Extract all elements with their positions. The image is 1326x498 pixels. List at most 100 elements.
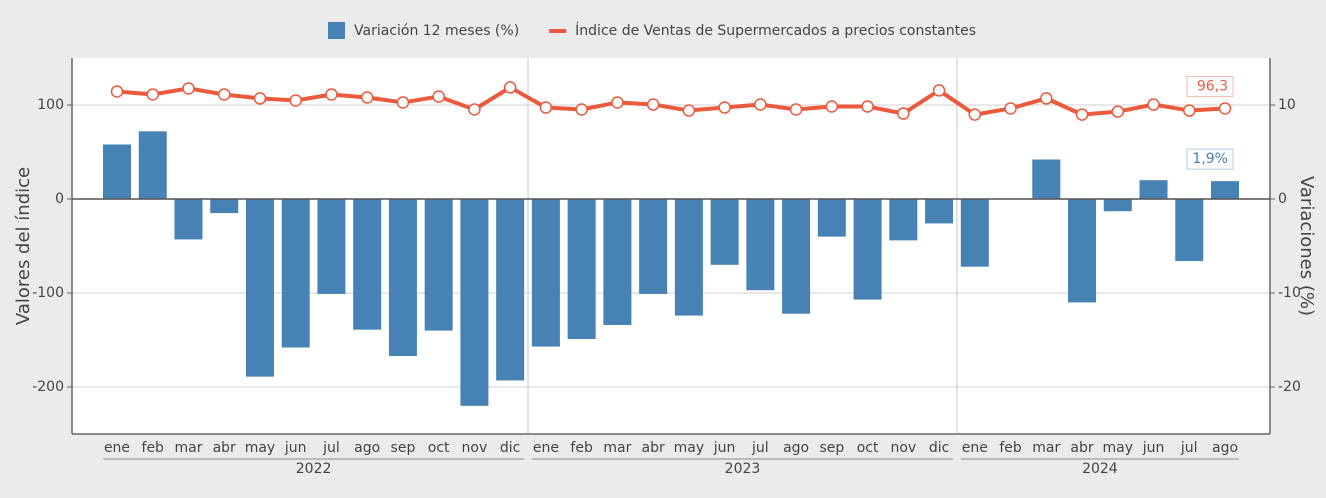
marker: [503, 81, 517, 94]
legend-swatch: [328, 22, 345, 39]
x-tick-label: feb: [142, 440, 165, 456]
marker: [396, 96, 410, 109]
marker: [897, 107, 910, 120]
bar: [138, 131, 167, 199]
x-tick-label: ago: [354, 440, 380, 456]
marker: [646, 98, 660, 111]
x-tick-label: ago: [783, 440, 809, 456]
year-label: 2024: [1082, 461, 1118, 477]
bar: [639, 199, 668, 294]
bar: [1175, 199, 1204, 262]
x-tick-label: jun: [713, 440, 736, 456]
x-tick-label: abr: [213, 440, 236, 456]
marker: [611, 96, 624, 109]
marker: [968, 108, 982, 121]
x-tick-label: ago: [1212, 440, 1238, 456]
x-tick-label: may: [245, 440, 276, 456]
y2-axis-title: Variaciones (%): [1296, 176, 1317, 316]
x-tick-label: jul: [1180, 440, 1198, 456]
marker: [539, 101, 553, 114]
marker: [468, 103, 481, 116]
x-tick-label: mar: [1032, 440, 1060, 456]
y2-tick-label: -20: [1278, 379, 1301, 395]
y2-tick-label: -10: [1278, 285, 1301, 301]
marker: [325, 88, 338, 101]
x-tick-label: ene: [104, 440, 130, 456]
x-tick-label: jul: [751, 440, 769, 456]
bar: [460, 199, 489, 406]
x-tick-label: abr: [642, 440, 665, 456]
bar: [531, 199, 560, 347]
marker: [754, 98, 767, 111]
x-tick-label: may: [674, 440, 705, 456]
bar: [317, 199, 346, 294]
bar: [245, 199, 274, 377]
marker: [146, 88, 159, 101]
bar: [782, 199, 811, 314]
x-tick-label: feb: [999, 440, 1022, 456]
bar: [960, 199, 989, 267]
value-label: 96,3: [1197, 78, 1228, 94]
bar: [853, 199, 882, 300]
bar: [746, 199, 775, 291]
bar: [889, 199, 918, 241]
value-label: 1,9%: [1192, 151, 1228, 167]
y-tick-label: 0: [55, 191, 64, 207]
bar: [496, 199, 525, 381]
x-tick-label: jun: [284, 440, 307, 456]
marker: [575, 103, 588, 116]
bar: [1068, 199, 1097, 303]
marker: [1075, 108, 1089, 121]
x-tick-label: feb: [570, 440, 593, 456]
marker: [1183, 104, 1196, 117]
x-tick-label: mar: [174, 440, 202, 456]
y-tick-label: -200: [32, 379, 64, 395]
marker: [289, 94, 302, 107]
y-axis-title: Valores del índice: [13, 167, 34, 325]
x-tick-label: ene: [962, 440, 988, 456]
bar: [174, 199, 203, 240]
value-label-box: [1186, 148, 1234, 170]
marker: [1040, 92, 1053, 105]
marker: [182, 82, 195, 95]
bar: [603, 199, 632, 325]
marker: [1218, 102, 1232, 115]
bar: [674, 199, 703, 316]
y2-tick-label: 10: [1278, 97, 1296, 113]
y-tick-label: 100: [37, 97, 64, 113]
bar: [210, 199, 239, 214]
x-tick-label: sep: [391, 440, 416, 456]
x-tick-label: jul: [322, 440, 340, 456]
year-label: 2022: [296, 461, 332, 477]
bar: [1103, 199, 1132, 212]
marker: [932, 84, 946, 97]
x-tick-label: mar: [603, 440, 631, 456]
marker: [432, 90, 445, 103]
value-label-box: [1186, 75, 1234, 97]
x-tick-label: dic: [929, 440, 949, 456]
marker: [217, 88, 231, 101]
marker: [682, 104, 696, 117]
bar: [424, 199, 453, 331]
x-tick-label: ene: [533, 440, 559, 456]
bar: [567, 199, 596, 340]
bar: [817, 199, 846, 237]
bar: [281, 199, 310, 348]
x-tick-label: may: [1103, 440, 1134, 456]
bar: [925, 199, 954, 224]
marker: [253, 92, 267, 105]
bar: [1032, 159, 1061, 199]
bar: [388, 199, 417, 356]
x-tick-label: oct: [857, 440, 879, 456]
marker: [861, 100, 874, 113]
bar: [103, 144, 131, 199]
marker: [110, 85, 124, 98]
legend-label: Variación 12 meses (%): [354, 23, 519, 39]
y2-tick-label: 0: [1278, 191, 1287, 207]
x-tick-label: oct: [428, 440, 450, 456]
year-label: 2023: [725, 461, 761, 477]
x-tick-label: nov: [890, 440, 916, 456]
y-tick-label: -100: [32, 285, 64, 301]
marker: [825, 100, 839, 113]
